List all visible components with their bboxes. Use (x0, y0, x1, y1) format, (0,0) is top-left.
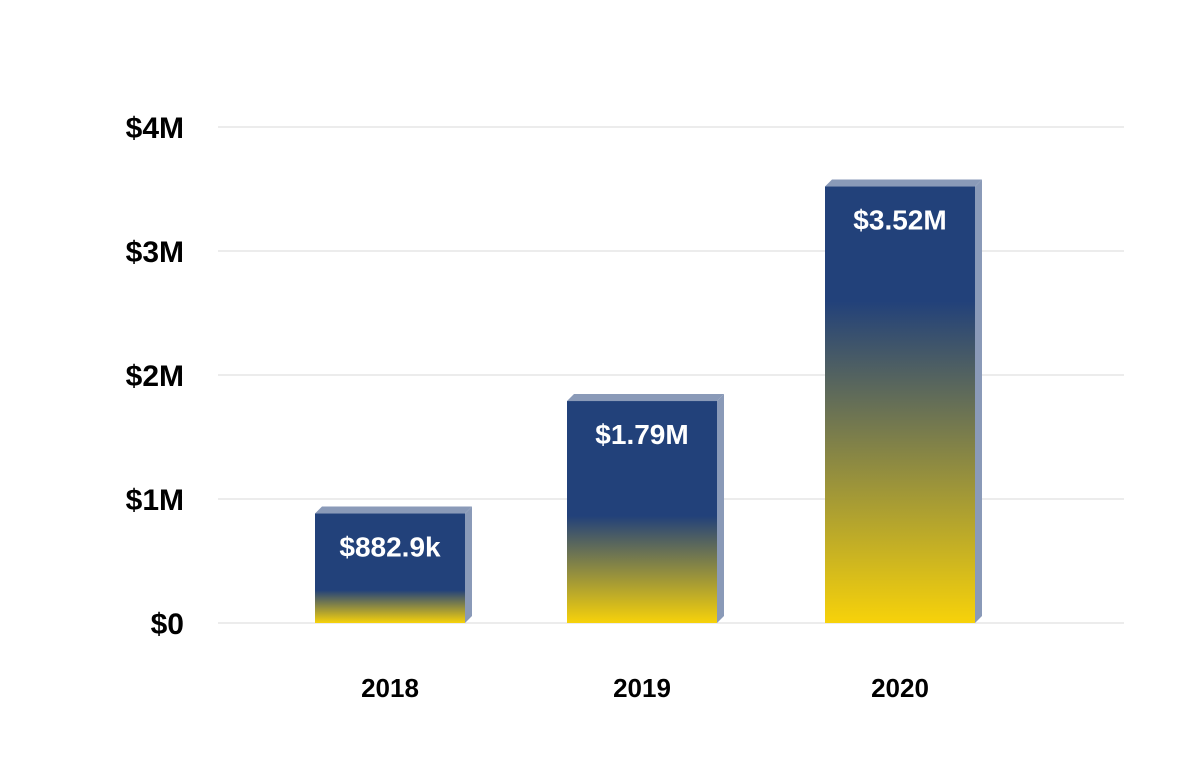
bar (567, 401, 717, 623)
bar (315, 513, 465, 623)
bar-group: $1.79M (567, 394, 724, 623)
bar-top-face (315, 506, 472, 514)
y-tick-label: $0 (151, 608, 184, 641)
x-axis-ticks: 2018 2019 2020 (361, 673, 929, 703)
bar-side-face (465, 506, 472, 623)
bar-group: $3.52M (825, 179, 982, 623)
data-label: $1.79M (595, 419, 688, 450)
y-tick-label: $3M (126, 236, 184, 269)
bar-side-face (717, 394, 724, 623)
y-tick-label: $2M (126, 360, 184, 393)
bar-top-face (825, 179, 982, 187)
bar-side-face (975, 179, 982, 623)
data-label: $882.9k (339, 532, 441, 563)
y-tick-label: $4M (126, 112, 184, 145)
x-tick-label: 2019 (613, 673, 671, 703)
bar-top-face (567, 394, 724, 402)
bar (825, 186, 975, 623)
bars: $882.9k $1.79M $3.52M (315, 179, 982, 623)
data-label: $3.52M (853, 205, 946, 236)
y-axis-ticks: $0 $1M $2M $3M $4M (126, 112, 184, 641)
y-tick-label: $1M (126, 484, 184, 517)
x-tick-label: 2020 (871, 673, 929, 703)
x-tick-label: 2018 (361, 673, 419, 703)
bar-group: $882.9k (315, 506, 472, 623)
